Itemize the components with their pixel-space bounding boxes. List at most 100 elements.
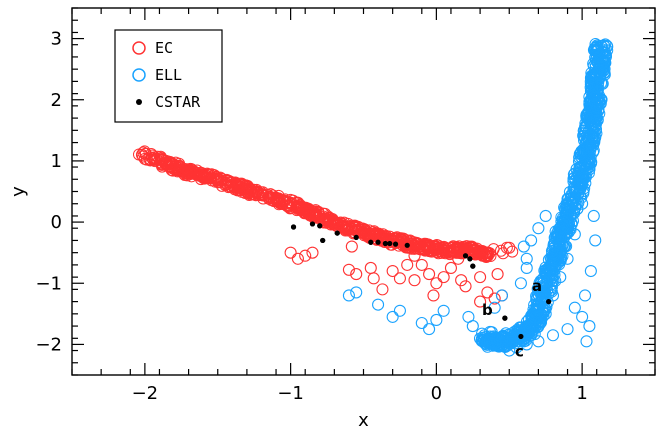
ell-point [546, 329, 560, 342]
ec-point [395, 235, 408, 248]
ell-point [583, 158, 596, 171]
ell-point [557, 216, 570, 229]
ec-point [393, 272, 406, 285]
ell-point [574, 175, 587, 188]
ec-point [139, 147, 152, 160]
series-cstar-top [290, 221, 552, 340]
ec-point [169, 156, 182, 169]
ell-point [519, 322, 532, 335]
ec-point [164, 158, 177, 171]
ell-point [534, 316, 547, 329]
ell-point [554, 222, 567, 235]
ec-point [427, 289, 440, 302]
ell-point [599, 38, 612, 51]
ec-point [138, 145, 151, 158]
legend-marker-cstar [136, 99, 142, 105]
ec-point [367, 229, 380, 242]
ell-point [423, 323, 436, 336]
ell-point [567, 182, 580, 195]
cstar-point [317, 223, 323, 229]
ell-point [586, 83, 599, 96]
ell-point [539, 209, 552, 223]
ec-point [144, 153, 157, 166]
ell-point [573, 162, 586, 175]
ec-point [224, 175, 237, 188]
cstar-point [353, 234, 359, 240]
cstar-point [290, 224, 297, 230]
ec-point [364, 261, 377, 275]
y-tick-label: 2 [51, 90, 62, 111]
cstar-point [502, 315, 508, 321]
ell-point [386, 310, 399, 323]
ec-point [500, 241, 513, 254]
legend-label-cstar: CSTAR [155, 93, 201, 111]
ell-point [585, 157, 598, 170]
ec-point [360, 225, 373, 238]
ell-point [549, 248, 562, 261]
ell-point [488, 301, 501, 314]
ec-point [212, 175, 225, 188]
ell-point [582, 126, 595, 139]
ec-point [264, 190, 277, 203]
ell-point [561, 323, 574, 336]
ec-point [370, 227, 383, 240]
cstar-point [368, 239, 374, 245]
y-tick-label: 3 [51, 29, 62, 50]
ec-point [339, 223, 352, 236]
ec-point [349, 221, 362, 234]
ec-point [234, 177, 247, 190]
ell-point [543, 275, 556, 288]
ell-point [350, 286, 363, 299]
ell-point [481, 338, 494, 351]
y-tick-label: 1 [51, 151, 62, 172]
ell-point [583, 113, 596, 126]
ec-point [286, 194, 299, 207]
legend-marker-ec [132, 41, 146, 55]
ell-point [590, 111, 603, 124]
ell-point [589, 234, 602, 247]
ec-point [215, 172, 228, 185]
ell-point [372, 298, 385, 311]
ec-point [323, 216, 336, 229]
ell-point [538, 301, 551, 314]
cstar-point [392, 241, 399, 247]
ell-point [589, 81, 602, 94]
annotation-a: a [532, 277, 542, 295]
ec-point [423, 268, 436, 281]
legend-label-ec: EC [155, 39, 173, 57]
ell-point [541, 284, 554, 297]
cstar-point [518, 333, 524, 340]
ec-point [312, 206, 325, 219]
ec-point [459, 280, 472, 293]
ell-point [514, 277, 527, 290]
ell-point [569, 201, 582, 214]
ec-point [209, 175, 222, 188]
ec-point [437, 243, 450, 256]
ell-point [549, 275, 562, 288]
ell-point [593, 90, 606, 103]
x-tick-label: −1 [277, 383, 304, 404]
cstar-point [309, 221, 316, 227]
ec-point [458, 241, 471, 254]
ell-point [393, 304, 406, 317]
ec-point [309, 209, 322, 222]
ec-point [176, 164, 189, 177]
ec-point [237, 183, 250, 196]
ec-point [386, 264, 399, 278]
ell-point [593, 58, 606, 71]
ec-point [291, 252, 304, 265]
x-tick-label: −2 [132, 383, 159, 404]
ell-point [532, 335, 545, 348]
ec-point [210, 173, 223, 186]
ec-point [437, 271, 450, 284]
ell-point [560, 209, 573, 222]
ec-point [430, 277, 443, 290]
ec-point [309, 205, 322, 218]
ell-point [580, 335, 593, 348]
cstar-point [404, 242, 410, 248]
ec-point [367, 272, 380, 285]
legend: EC ELL CSTAR [114, 29, 223, 123]
data-points [132, 38, 614, 357]
series-ell-density [473, 38, 614, 353]
